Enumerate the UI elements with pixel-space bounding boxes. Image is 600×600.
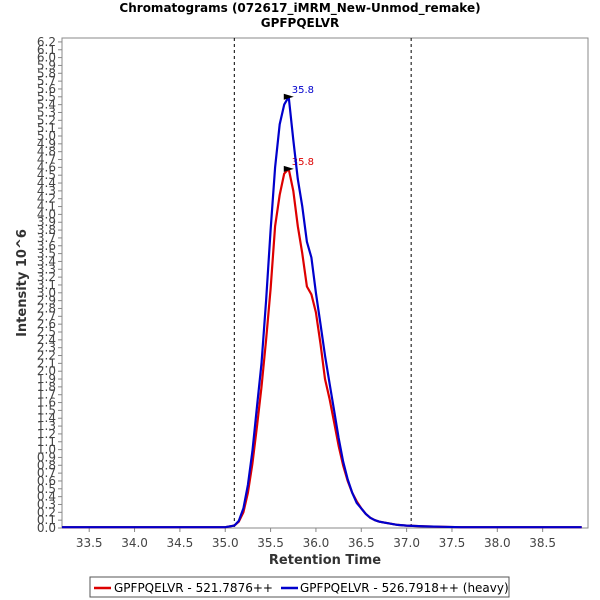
integration-boundaries — [233, 38, 412, 528]
y-tick-label: 3.5 — [37, 247, 56, 261]
y-tick-label: 3.1 — [37, 278, 56, 292]
y-tick-label: 0.6 — [37, 474, 56, 488]
y-tick-label: 4.4 — [37, 176, 56, 190]
y-tick-label: 0.3 — [37, 497, 56, 511]
y-tick-label: 2.7 — [37, 309, 56, 323]
y-tick-label: 1.2 — [37, 427, 56, 441]
y-tick-label: 4.5 — [37, 168, 56, 182]
y-tick-label: 1.7 — [37, 388, 56, 402]
y-tick-label: 3.9 — [37, 215, 56, 229]
peak-label: 35.8 — [292, 157, 314, 168]
x-axis-label: Retention Time — [269, 553, 381, 568]
x-tick-label: 37.5 — [439, 536, 466, 550]
y-tick-label: 5.6 — [37, 82, 56, 96]
x-tick-label: 35.0 — [212, 536, 239, 550]
y-tick-label: 1.9 — [37, 372, 56, 386]
y-tick-label: 1.4 — [37, 411, 56, 425]
peak-label: 35.8 — [292, 85, 314, 96]
y-tick-label: 5.7 — [37, 74, 56, 88]
y-tick-label: 0.1 — [37, 513, 56, 527]
y-tick-label: 4.7 — [37, 153, 56, 167]
y-tick-label: 5.5 — [37, 90, 56, 104]
y-tick-label: 5.0 — [37, 129, 56, 143]
y-tick-label: 2.4 — [37, 333, 56, 347]
legend-box — [89, 576, 510, 598]
x-tick-label: 34.5 — [167, 536, 194, 550]
y-tick-label: 1.5 — [37, 403, 56, 417]
y-tick-label: 0.2 — [37, 505, 56, 519]
y-tick-label: 3.8 — [37, 223, 56, 237]
y-tick-label: 4.6 — [37, 160, 56, 174]
plot-area — [61, 37, 589, 529]
x-tick-label: 36.5 — [348, 536, 375, 550]
legend-label-light: GPFPQELVR - 521.7876++ — [114, 581, 273, 595]
y-axis-label: Intensity 10^6 — [15, 229, 30, 337]
y-tick-label: 0.7 — [37, 466, 56, 480]
y-tick-label: 1.8 — [37, 380, 56, 394]
y-tick-label: 5.3 — [37, 105, 56, 119]
legend-label-heavy: GPFPQELVR - 526.7918++ (heavy) — [300, 581, 509, 595]
x-tick-label: 38.5 — [529, 536, 556, 550]
y-tick-label: 4.3 — [37, 184, 56, 198]
y-tick-label: 3.2 — [37, 270, 56, 284]
y-tick-label: 3.6 — [37, 239, 56, 253]
y-tick-label: 1.0 — [37, 443, 56, 457]
y-tick-label: 6.0 — [37, 51, 56, 65]
y-tick-label: 3.7 — [37, 231, 56, 245]
y-tick-label: 5.1 — [37, 121, 56, 135]
y-tick-label: 5.2 — [37, 113, 56, 127]
y-tick-label: 0.0 — [37, 521, 56, 535]
x-tick-label: 38.0 — [484, 536, 511, 550]
y-tick-label: 2.9 — [37, 294, 56, 308]
y-tick-label: 1.3 — [37, 419, 56, 433]
y-tick-label: 6.2 — [37, 35, 56, 49]
y-tick-label: 3.4 — [37, 254, 56, 268]
y-axis: 0.00.10.20.30.40.50.60.70.80.91.01.11.21… — [37, 35, 62, 535]
y-tick-label: 0.4 — [37, 490, 56, 504]
y-tick-label: 0.5 — [37, 482, 56, 496]
chart-subtitle: GPFPQELVR — [261, 16, 340, 30]
chart-title: Chromatograms (072617_iMRM_New-Unmod_rem… — [119, 1, 480, 16]
series-line-heavy — [62, 95, 582, 529]
y-tick-label: 4.1 — [37, 200, 56, 214]
peak-marker — [283, 93, 294, 100]
legend: GPFPQELVR - 521.7876++ GPFPQELVR - 526.7… — [89, 576, 510, 598]
y-tick-label: 1.6 — [37, 396, 56, 410]
y-tick-label: 2.0 — [37, 364, 56, 378]
series-layer: 35.8 35.8 — [62, 85, 582, 529]
y-tick-label: 3.3 — [37, 262, 56, 276]
y-tick-label: 5.8 — [37, 66, 56, 80]
y-tick-label: 3.0 — [37, 286, 56, 300]
y-tick-label: 2.2 — [37, 349, 56, 363]
y-tick-label: 0.8 — [37, 458, 56, 472]
y-tick-label: 4.0 — [37, 207, 56, 221]
peak-marker — [283, 165, 294, 172]
y-tick-label: 6.1 — [37, 43, 56, 57]
x-tick-label: 35.5 — [257, 536, 284, 550]
x-tick-label: 37.0 — [393, 536, 420, 550]
y-tick-label: 4.9 — [37, 137, 56, 151]
y-tick-label: 2.6 — [37, 317, 56, 331]
y-tick-label: 5.9 — [37, 58, 56, 72]
y-tick-label: 4.8 — [37, 145, 56, 159]
x-axis: 33.5 34.0 34.5 35.0 35.5 36.0 36.5 37.0 37.5 38.0… — [76, 528, 556, 550]
x-tick-label: 34.0 — [121, 536, 148, 550]
y-tick-label: 2.8 — [37, 301, 56, 315]
y-tick-label: 2.1 — [37, 356, 56, 370]
y-tick-label: 2.3 — [37, 341, 56, 355]
y-tick-label: 5.4 — [37, 98, 56, 112]
x-tick-label: 33.5 — [76, 536, 103, 550]
x-tick-label: 36.0 — [303, 536, 330, 550]
y-tick-label: 0.9 — [37, 450, 56, 464]
y-tick-label: 4.2 — [37, 192, 56, 206]
y-tick-label: 1.1 — [37, 435, 56, 449]
y-tick-label: 2.5 — [37, 325, 56, 339]
